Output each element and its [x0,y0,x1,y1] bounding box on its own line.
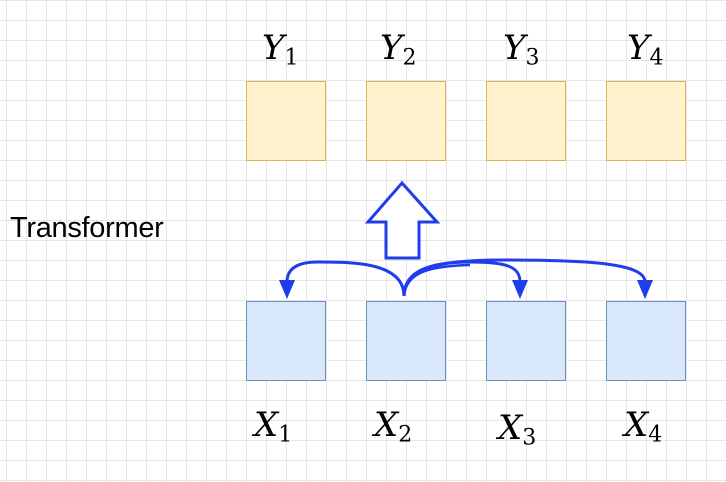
transformer-label: Transformer [10,212,164,244]
attention-arrow-x2-extra [402,263,471,297]
input-box-x1[interactable] [246,301,326,381]
input-box-x3[interactable] [486,301,566,381]
output-box-y2[interactable] [366,81,446,161]
input-label-x1: X1 [254,405,293,448]
arrowhead-x1 [279,280,295,299]
output-box-y4[interactable] [606,81,686,161]
input-label-x3: X3 [498,408,537,451]
output-label-y2: Y2 [380,28,417,71]
output-box-y1[interactable] [246,81,326,161]
arrowhead-x3 [512,280,528,299]
output-label-y1: Y1 [262,28,299,71]
input-box-x4[interactable] [606,301,686,381]
attention-arrow-x2-to-x3[interactable] [402,260,522,297]
block-up-arrow[interactable] [364,180,441,260]
input-label-x4: X4 [624,405,663,448]
arrowhead-x4 [637,280,653,299]
input-label-x2: X2 [374,405,413,448]
input-box-x2[interactable] [366,301,446,381]
attention-arrow-x2-to-x1[interactable] [285,260,406,297]
attention-arrow-x2-to-x4[interactable] [402,258,647,297]
output-box-y3[interactable] [486,81,566,161]
output-label-y3: Y3 [503,28,540,71]
output-label-y4: Y4 [627,28,664,71]
